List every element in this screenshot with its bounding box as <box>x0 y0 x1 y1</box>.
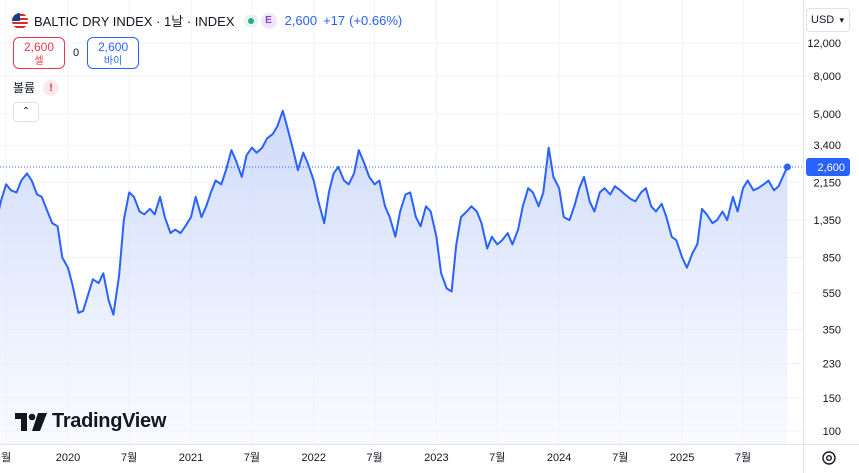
volume-legend[interactable]: 볼륨 ! <box>13 79 60 96</box>
y-tick-label: 850 <box>823 253 841 265</box>
trade-buttons: 2,600 셀 0 2,600 바이 <box>13 37 140 69</box>
buy-price: 2,600 <box>98 40 129 54</box>
y-tick-label: 350 <box>823 324 841 336</box>
y-tick-label: 230 <box>823 358 841 370</box>
price-change-percent: (+0.66%) <box>349 13 403 28</box>
y-tick-label: 12,000 <box>807 38 841 50</box>
chevron-down-icon: ▾ <box>839 15 844 25</box>
market-status-icon[interactable] <box>243 13 258 28</box>
x-tick-label: 월 <box>1 451 11 464</box>
tradingview-logo[interactable]: TradingView <box>15 410 166 433</box>
x-tick-label: 7월 <box>244 451 260 464</box>
volume-label[interactable]: 볼륨 <box>13 81 36 95</box>
spread-value: 0 <box>73 47 80 59</box>
price-area-fill <box>0 110 788 444</box>
last-price-tag <box>806 157 850 176</box>
buy-button[interactable]: 2,600 바이 <box>87 37 140 69</box>
y-tick-label: 150 <box>823 393 841 405</box>
x-tick-label: 7월 <box>489 451 505 464</box>
collapse-legend-button[interactable]: ⌃ <box>13 102 39 122</box>
us-flag-icon <box>12 12 28 29</box>
symbol-header[interactable]: BALTIC DRY INDEX · 1날 · INDEX E 2,600 +1… <box>12 11 402 30</box>
price-line <box>0 109 789 316</box>
time-axis[interactable]: 월 2020 7월 2021 7월 2022 7월 2023 7월 2024 7월 2025 7월 <box>1 451 751 464</box>
x-tick-label: 2022 <box>301 452 325 464</box>
price-axis[interactable]: 12,000 8,000 5,000 3,400 2,150 1,350 850 550 350… <box>807 38 841 438</box>
price-change: +17 <box>323 13 346 28</box>
y-tick-label: 1,350 <box>813 215 841 227</box>
chevron-up-icon: ⌃ <box>21 106 31 117</box>
logo-text: TradingView <box>52 410 167 432</box>
last-price-tag-text: 2,600 <box>817 162 845 174</box>
last-price-label: 2,600 <box>806 157 850 176</box>
x-tick-label: 7월 <box>612 451 628 464</box>
currency-select[interactable]: USD ▾ <box>806 8 850 32</box>
sell-label: 셀 <box>34 56 44 67</box>
sell-price: 2,600 <box>23 40 55 54</box>
sell-button[interactable]: 2,600 셀 <box>13 37 65 69</box>
currency-label: USD <box>811 14 835 26</box>
x-tick-label: 2020 <box>56 452 80 464</box>
x-tick-label: 2025 <box>670 452 694 464</box>
settings-gear-icon[interactable] <box>820 449 838 467</box>
last-price: 2,600 <box>284 13 318 28</box>
x-tick-label: 2024 <box>547 452 571 464</box>
last-price-dot <box>783 163 791 171</box>
symbol-title[interactable]: BALTIC DRY INDEX · 1날 · INDEX <box>34 14 235 29</box>
y-tick-label: 5,000 <box>813 109 841 121</box>
x-tick-label: 2021 <box>179 452 203 464</box>
x-tick-label: 7월 <box>366 451 382 464</box>
warning-icon[interactable]: ! <box>43 79 60 96</box>
tradingview-logo-icon <box>15 412 47 431</box>
y-tick-label: 8,000 <box>813 71 841 83</box>
y-tick-label: 550 <box>823 288 841 300</box>
x-tick-label: 7월 <box>735 451 751 464</box>
data-status-badge[interactable]: E <box>260 12 277 29</box>
x-tick-label: 7월 <box>121 451 137 464</box>
buy-label: 바이 <box>103 56 123 67</box>
y-tick-label: 100 <box>823 426 841 438</box>
y-tick-label: 3,400 <box>813 140 841 152</box>
y-tick-label: 2,150 <box>813 177 841 189</box>
x-tick-label: 2023 <box>424 452 448 464</box>
